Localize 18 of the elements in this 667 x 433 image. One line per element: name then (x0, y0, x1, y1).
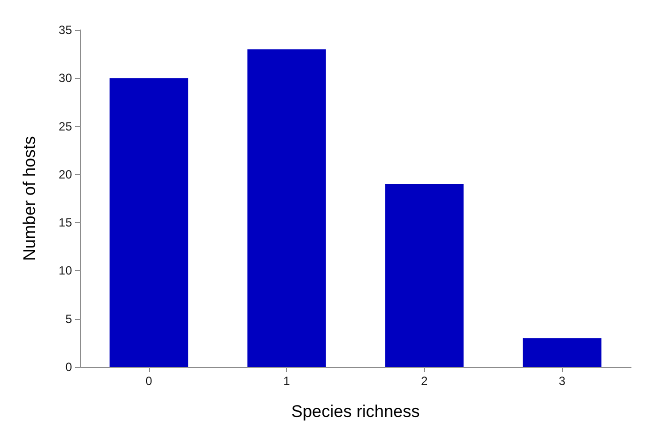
y-tick-label: 35 (58, 23, 72, 37)
bar (110, 78, 188, 367)
y-tick-label: 10 (58, 264, 72, 278)
bar (522, 338, 602, 367)
y-tick-label: 20 (58, 167, 72, 182)
x-axis-title: Species richness (291, 402, 420, 421)
y-tick-label: 30 (58, 71, 72, 86)
y-tick-label: 15 (58, 216, 72, 230)
y-tick-label: 5 (65, 312, 72, 326)
y-tick-label: 25 (58, 119, 72, 134)
bar (385, 184, 464, 367)
x-tick-label: 2 (421, 374, 428, 388)
x-tick-label: 3 (558, 374, 566, 388)
bar (247, 49, 326, 367)
y-tick-label: 0 (65, 360, 72, 374)
x-tick-label: 0 (146, 374, 153, 388)
x-tick-label: 1 (283, 374, 290, 388)
y-axis-title: Number of hosts (20, 136, 39, 261)
